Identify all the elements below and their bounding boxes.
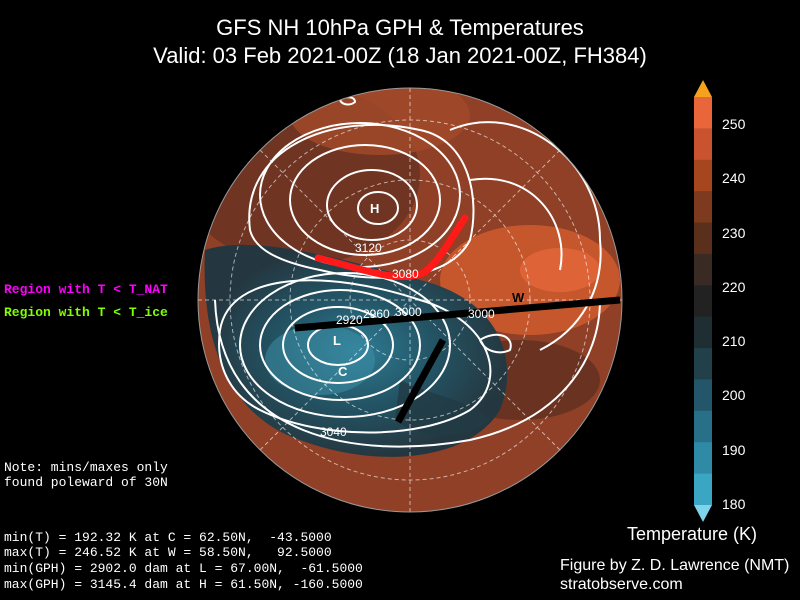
ridge-line <box>314 214 469 281</box>
colorbar-max-arrow <box>694 80 712 97</box>
stat-max-gph: max(GPH) = 3145.4 dam at H = 61.50N, -16… <box>4 577 363 592</box>
chart-title: GFS NH 10hPa GPH & Temperatures <box>216 15 584 40</box>
colorbar-block <box>694 222 712 255</box>
stat-min-gph: min(GPH) = 2902.0 dam at L = 67.00N, -61… <box>4 561 363 576</box>
colorbar-block <box>694 191 712 224</box>
colorbar-tick: 230 <box>722 225 746 241</box>
chart-subtitle: Valid: 03 Feb 2021-00Z (18 Jan 2021-00Z,… <box>153 43 647 68</box>
contour-label: 3000 <box>395 305 422 319</box>
contour-labels: 3120 3080 2960 3000 3000 2920 3040 <box>320 241 495 439</box>
colorbar-tick: 200 <box>722 387 746 403</box>
colorbar-block <box>694 473 712 506</box>
colorbar-ticks: 250 240 230 220 210 200 190 180 <box>722 116 746 512</box>
trough-axis-line <box>294 296 621 332</box>
contour-label: 2920 <box>336 313 363 327</box>
max-temp-marker-w: W <box>512 290 525 305</box>
colorbar-block <box>694 159 712 192</box>
stat-min-temp: min(T) = 192.32 K at C = 62.50N, -43.500… <box>4 530 332 545</box>
colorbar-title: Temperature (K) <box>627 524 757 544</box>
note-line-1: Note: mins/maxes only <box>4 460 168 475</box>
stat-max-temp: max(T) = 246.52 K at W = 58.50N, 92.5000 <box>4 545 332 560</box>
colorbar-block <box>694 410 712 443</box>
colorbar-tick: 190 <box>722 442 746 458</box>
max-gph-marker-h: H <box>370 201 379 216</box>
map-boundary <box>197 87 623 513</box>
legend-ice: Region with T < T_ice <box>4 305 168 320</box>
coastline-region <box>395 380 490 435</box>
colorbar-block <box>694 316 712 349</box>
min-gph-marker-l: L <box>333 333 341 348</box>
colorbar-block <box>694 253 712 286</box>
colorbar-tick: 250 <box>722 116 746 132</box>
contour-label: 3000 <box>468 307 495 321</box>
cross-section-line <box>394 338 447 424</box>
colorbar-blocks <box>694 97 712 506</box>
colorbar-block <box>694 97 712 129</box>
contour-label: 3080 <box>392 267 419 281</box>
min-temp-marker-c: C <box>338 364 348 379</box>
legend-nat: Region with T < T_NAT <box>4 282 168 297</box>
colorbar-block <box>694 285 712 318</box>
colorbar-tick: 180 <box>722 496 746 512</box>
colorbar-tick: 210 <box>722 333 746 349</box>
colorbar-block <box>694 128 712 161</box>
colorbar-block <box>694 348 712 380</box>
colorbar-block <box>694 442 712 475</box>
credit-author: Figure by Z. D. Lawrence (NMT) <box>560 557 790 574</box>
colorbar-block <box>694 379 712 412</box>
colorbar-tick: 220 <box>722 279 746 295</box>
colorbar-min-arrow <box>694 505 712 522</box>
contour-label: 3040 <box>320 425 347 439</box>
graticule <box>198 88 622 512</box>
gph-contours <box>214 96 602 448</box>
colorbar-tick: 240 <box>722 170 746 186</box>
map-disc: 3120 3080 2960 3000 3000 2920 3040 H L C… <box>198 88 622 512</box>
note-line-2: found poleward of 30N <box>4 475 168 490</box>
contour-label: 2960 <box>363 307 390 321</box>
credit-website: stratobserve.com <box>560 576 683 593</box>
contour-label: 3120 <box>355 241 382 255</box>
